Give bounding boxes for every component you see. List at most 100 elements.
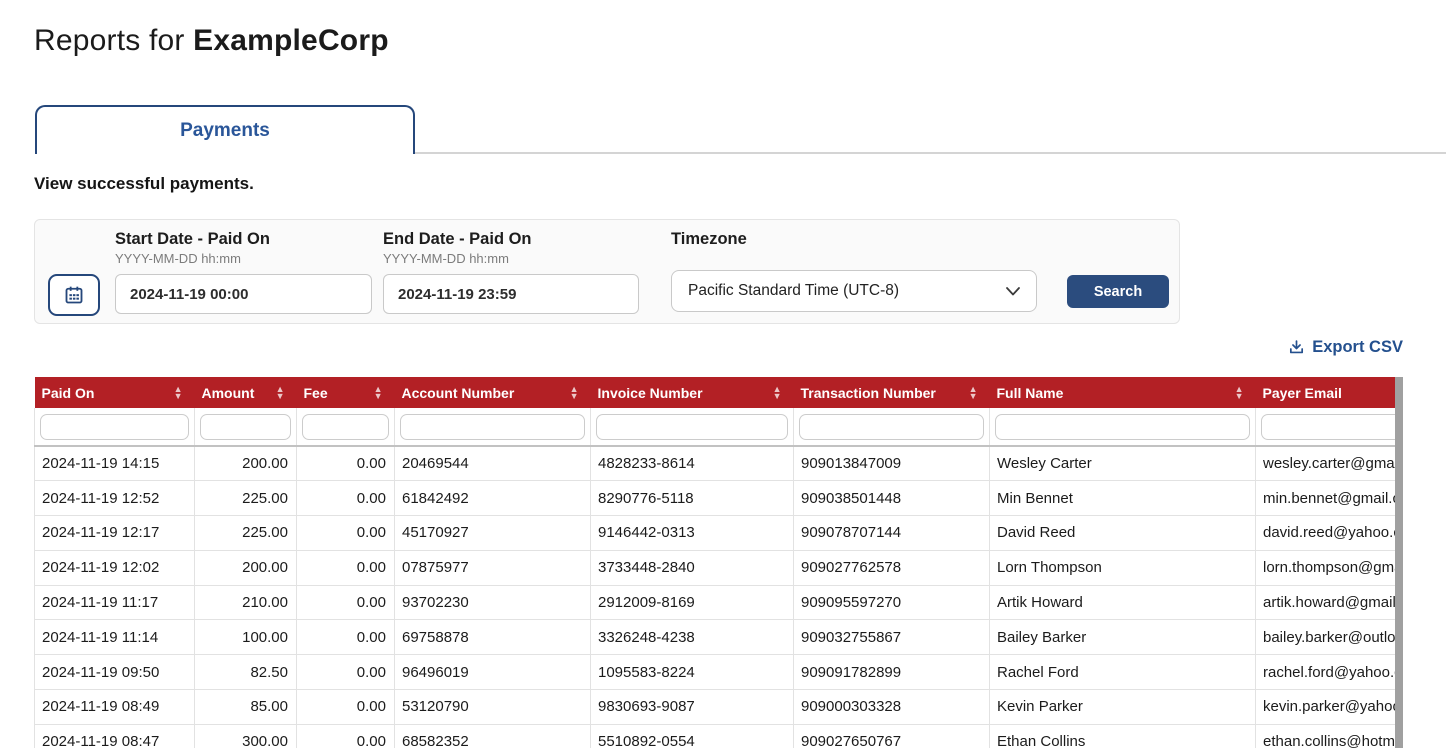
- cell-payer-email: ethan.collins@hotmail.com: [1255, 724, 1403, 748]
- cell-fee: 0.00: [296, 515, 395, 551]
- cell-fee: 0.00: [296, 619, 395, 656]
- export-row: Export CSV: [34, 338, 1403, 357]
- cell-account-number: 96496019: [394, 654, 591, 691]
- column-header-full-name[interactable]: Full Name ▲ ▼: [989, 377, 1256, 408]
- cell-amount: 85.00: [194, 689, 297, 725]
- table-row: 2024-11-19 11:14 100.00 0.00 69758878 33…: [34, 619, 1403, 656]
- cell-amount: 210.00: [194, 585, 297, 621]
- start-date-input[interactable]: [115, 274, 372, 314]
- cell-account-number: 45170927: [394, 515, 591, 551]
- filter-input-amount[interactable]: [200, 413, 291, 440]
- tab-payments[interactable]: Payments: [35, 105, 415, 154]
- cell-account-number: 61842492: [394, 480, 591, 517]
- search-button[interactable]: Search: [1067, 275, 1169, 308]
- cell-account-number: 20469544: [394, 446, 591, 482]
- cell-payer-email: kevin.parker@yahoo.com: [1255, 689, 1403, 725]
- page-title-company: ExampleCorp: [193, 24, 389, 57]
- page-title: Reports for ExampleCorp: [34, 24, 389, 58]
- cell-payer-email: artik.howard@gmail.com: [1255, 585, 1403, 621]
- table-row: 2024-11-19 08:47 300.00 0.00 68582352 55…: [34, 724, 1403, 748]
- cell-payer-email: david.reed@yahoo.com: [1255, 515, 1403, 551]
- cell-paid-on: 2024-11-19 12:02: [34, 550, 195, 586]
- filter-input-fee[interactable]: [302, 413, 389, 440]
- subtitle: View successful payments.: [34, 174, 254, 193]
- start-date-format-hint: YYYY-MM-DD hh:mm: [115, 251, 241, 266]
- end-date-input[interactable]: [383, 274, 639, 314]
- timezone-selected-value: Pacific Standard Time (UTC-8): [688, 282, 900, 299]
- timezone-select[interactable]: Pacific Standard Time (UTC-8): [671, 270, 1037, 312]
- filter-input-full-name[interactable]: [995, 413, 1250, 440]
- cell-invoice-number: 2912009-8169: [590, 585, 794, 621]
- cell-account-number: 68582352: [394, 724, 591, 748]
- table-row: 2024-11-19 14:15 200.00 0.00 20469544 48…: [34, 446, 1403, 482]
- sort-icon: ▲ ▼: [968, 384, 978, 401]
- column-header-account-number[interactable]: Account Number ▲ ▼: [394, 377, 591, 408]
- cell-fee: 0.00: [296, 480, 395, 517]
- cell-invoice-number: 9146442-0313: [590, 515, 794, 551]
- cell-transaction-number: 909078707144: [793, 515, 990, 551]
- filter-input-transaction-number[interactable]: [799, 413, 984, 440]
- filter-panel: Start Date - Paid On YYYY-MM-DD hh:mm En…: [34, 219, 1180, 324]
- cell-paid-on: 2024-11-19 08:47: [34, 724, 195, 748]
- cell-paid-on: 2024-11-19 12:52: [34, 480, 195, 517]
- timezone-label: Timezone: [671, 230, 747, 248]
- table-row: 2024-11-19 12:52 225.00 0.00 61842492 82…: [34, 480, 1403, 517]
- tab-bar-divider: [415, 152, 1446, 154]
- column-header-transaction-number[interactable]: Transaction Number ▲ ▼: [793, 377, 990, 408]
- cell-payer-email: lorn.thompson@gmail.com: [1255, 550, 1403, 586]
- column-header-payer-email[interactable]: Payer Email▲▼: [1255, 377, 1403, 408]
- filter-input-account-number[interactable]: [400, 413, 585, 440]
- cell-transaction-number: 909013847009: [793, 446, 990, 482]
- cell-transaction-number: 909095597270: [793, 585, 990, 621]
- cell-invoice-number: 3326248-4238: [590, 619, 794, 656]
- export-csv-label: Export CSV: [1312, 338, 1403, 356]
- cell-invoice-number: 4828233-8614: [590, 446, 794, 482]
- table-row: 2024-11-19 08:49 85.00 0.00 53120790 983…: [34, 689, 1403, 725]
- cell-full-name: Artik Howard: [989, 585, 1256, 621]
- cell-full-name: Rachel Ford: [989, 654, 1256, 691]
- cell-transaction-number: 909032755867: [793, 619, 990, 656]
- payments-table: Paid On ▲ ▼ Amount ▲ ▼ Fee ▲ ▼ Account Number ▲…: [34, 377, 1403, 748]
- table-header: Paid On ▲ ▼ Amount ▲ ▼ Fee ▲ ▼ Account Number ▲…: [34, 377, 1403, 447]
- filter-input-payer-email[interactable]: [1261, 413, 1403, 440]
- cell-paid-on: 2024-11-19 09:50: [34, 654, 195, 691]
- table-body: 2024-11-19 14:15 200.00 0.00 20469544 48…: [34, 446, 1403, 748]
- cell-fee: 0.00: [296, 446, 395, 482]
- column-header-amount[interactable]: Amount ▲ ▼: [194, 377, 297, 408]
- cell-full-name: Wesley Carter: [989, 446, 1256, 482]
- cell-transaction-number: 909038501448: [793, 480, 990, 517]
- cell-transaction-number: 909000303328: [793, 689, 990, 725]
- cell-amount: 200.00: [194, 550, 297, 586]
- payments-table-container: Paid On ▲ ▼ Amount ▲ ▼ Fee ▲ ▼ Account Number ▲…: [34, 377, 1403, 748]
- sort-icon: ▲ ▼: [275, 384, 285, 401]
- column-header-fee[interactable]: Fee ▲ ▼: [296, 377, 395, 408]
- cell-amount: 225.00: [194, 515, 297, 551]
- tab-payments-label: Payments: [180, 119, 270, 141]
- download-icon: [1288, 339, 1305, 356]
- export-csv-link[interactable]: Export CSV: [1288, 338, 1403, 357]
- column-header-invoice-number[interactable]: Invoice Number ▲ ▼: [590, 377, 794, 408]
- cell-payer-email: bailey.barker@outlook.com: [1255, 619, 1403, 656]
- table-row: 2024-11-19 12:02 200.00 0.00 07875977 37…: [34, 550, 1403, 586]
- cell-full-name: David Reed: [989, 515, 1256, 551]
- calendar-icon: [64, 285, 84, 305]
- end-date-label: End Date - Paid On: [383, 230, 532, 248]
- cell-account-number: 53120790: [394, 689, 591, 725]
- chevron-down-icon: [1006, 286, 1020, 296]
- table-row: 2024-11-19 12:17 225.00 0.00 45170927 91…: [34, 515, 1403, 551]
- sort-icon: ▲ ▼: [1234, 384, 1244, 401]
- cell-paid-on: 2024-11-19 08:49: [34, 689, 195, 725]
- cell-paid-on: 2024-11-19 14:15: [34, 446, 195, 482]
- cell-fee: 0.00: [296, 689, 395, 725]
- cell-amount: 82.50: [194, 654, 297, 691]
- filter-input-paid-on[interactable]: [40, 413, 189, 440]
- cell-payer-email: min.bennet@gmail.com: [1255, 480, 1403, 517]
- cell-paid-on: 2024-11-19 12:17: [34, 515, 195, 551]
- cell-invoice-number: 9830693-9087: [590, 689, 794, 725]
- filter-input-invoice-number[interactable]: [596, 413, 788, 440]
- vertical-scrollbar[interactable]: [1395, 377, 1403, 748]
- start-date-label: Start Date - Paid On: [115, 230, 270, 248]
- calendar-picker-button[interactable]: [48, 274, 100, 316]
- cell-full-name: Lorn Thompson: [989, 550, 1256, 586]
- column-header-paid-on[interactable]: Paid On ▲ ▼: [34, 377, 195, 408]
